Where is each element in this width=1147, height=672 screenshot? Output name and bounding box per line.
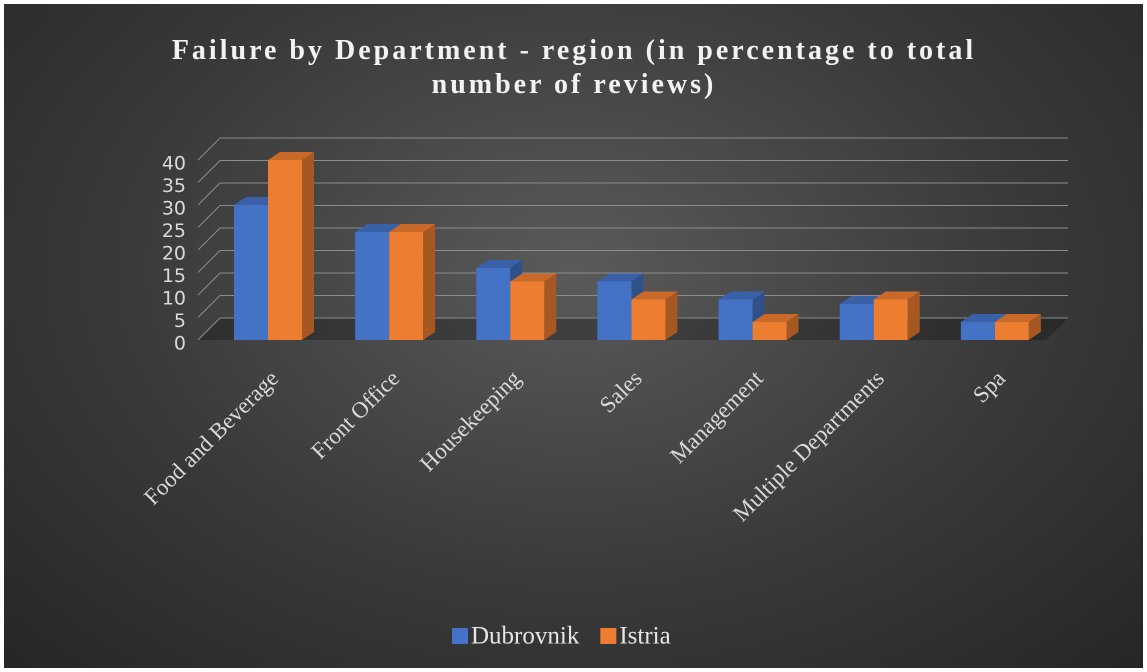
- bar-side: [907, 291, 920, 340]
- chart-title: Failure by Department - region (in perce…: [171, 35, 977, 100]
- legend-label: Istria: [619, 623, 670, 650]
- bar-top: [389, 224, 436, 232]
- bar: [355, 232, 390, 340]
- bar-side: [786, 314, 799, 340]
- x-tick-label: Food and Beverage: [139, 366, 283, 510]
- y-tick-label: 25: [162, 220, 186, 242]
- bar-top: [631, 291, 678, 300]
- legend-swatch: [452, 628, 468, 644]
- legend-label: Dubrovnik: [471, 623, 580, 650]
- bar: [718, 299, 753, 340]
- bar: [960, 322, 995, 340]
- legend-swatch: [600, 628, 617, 644]
- bar-top: [718, 291, 765, 300]
- y-tick-label: 30: [162, 198, 186, 220]
- bar-side: [423, 224, 436, 340]
- bar-side: [302, 152, 314, 340]
- grid-line: [197, 160, 1068, 183]
- bar: [389, 232, 424, 340]
- bar-top: [873, 291, 920, 300]
- bar: [234, 205, 268, 340]
- bar: [631, 299, 666, 340]
- bar: [268, 160, 302, 340]
- grid-line: [197, 272, 1068, 296]
- bar-top: [268, 152, 314, 160]
- y-tick-label: 40: [162, 153, 186, 175]
- bar: [597, 281, 632, 340]
- y-tick-label: 20: [162, 243, 186, 265]
- x-tick-label: Management: [665, 365, 768, 468]
- y-tick-label: 0: [174, 333, 186, 355]
- bar: [873, 299, 908, 340]
- x-tick-label: Front Office: [306, 366, 404, 464]
- bar-top: [994, 314, 1041, 322]
- y-tick-label: 15: [162, 265, 186, 287]
- bar: [476, 268, 511, 340]
- bar-top: [476, 260, 523, 268]
- bar-side: [665, 291, 678, 340]
- grid-line: [197, 227, 1068, 251]
- x-tick-label: Sales: [595, 366, 647, 418]
- x-tick-label: Housekeeping: [415, 365, 526, 476]
- bar: [752, 322, 787, 340]
- bar-top: [960, 314, 1007, 322]
- bar: [994, 322, 1029, 340]
- grid-line: [197, 250, 1068, 273]
- y-tick-label: 10: [162, 288, 186, 310]
- bar-side: [1028, 314, 1041, 340]
- bar: [510, 281, 545, 340]
- bar-top: [597, 273, 644, 282]
- bar-top: [510, 273, 557, 282]
- chart: Failure by Department - region (in perce…: [4, 4, 1143, 668]
- grid-line: [197, 137, 1068, 161]
- grid-line: [197, 205, 1068, 228]
- grid-line: [197, 295, 1068, 318]
- x-tick-label: Spa: [968, 366, 1010, 408]
- bar-top: [752, 314, 799, 322]
- bar: [839, 304, 874, 340]
- bar-top: [355, 224, 402, 232]
- y-tick-label: 5: [174, 310, 186, 332]
- grid-line: [197, 182, 1068, 206]
- y-tick-label: 35: [162, 175, 186, 197]
- bar-side: [544, 273, 557, 340]
